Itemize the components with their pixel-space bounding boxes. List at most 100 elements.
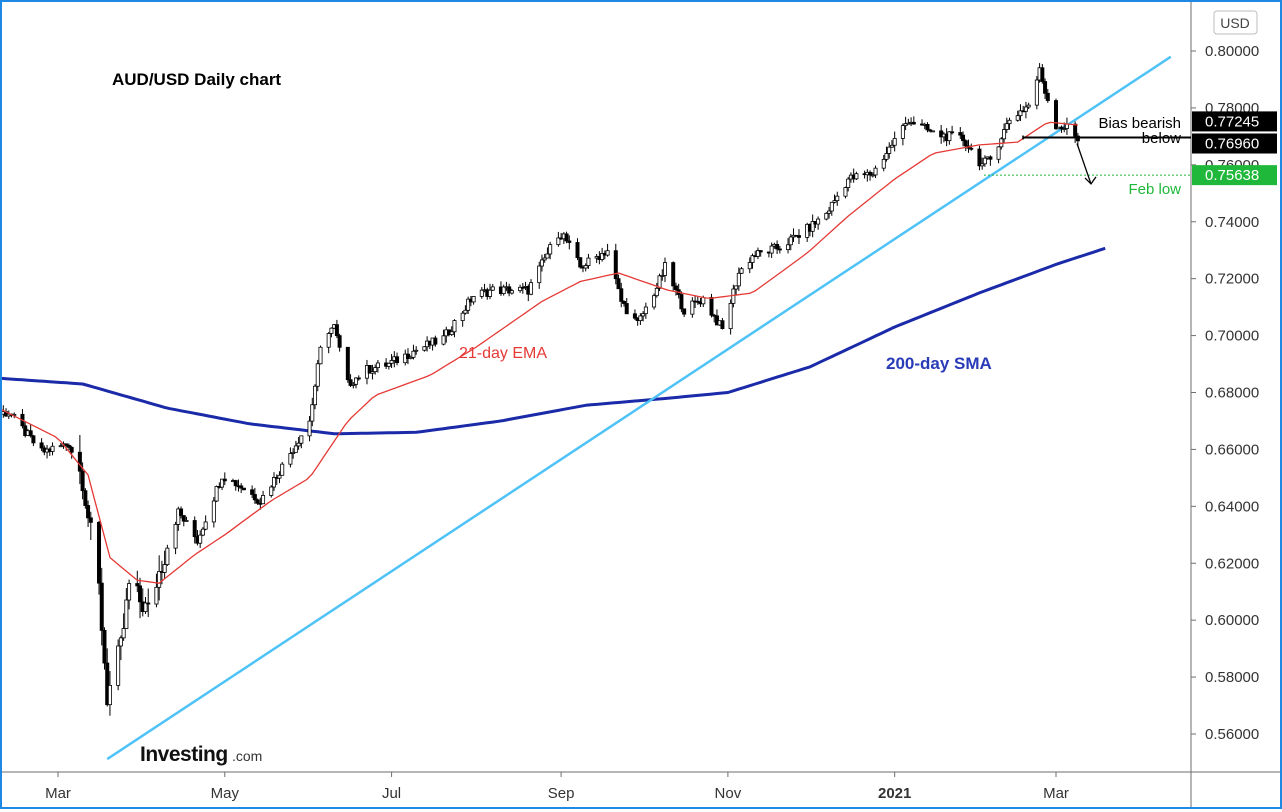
candle [28,424,33,438]
candle-body [980,163,985,167]
price-level-box [1192,165,1277,186]
candle-body [66,444,71,448]
candle [252,487,257,504]
candle-body [542,257,547,261]
candle-body [261,495,266,505]
price-level-text: 0.75638 [1205,167,1259,184]
candle-body [673,285,678,291]
candle [980,157,985,170]
candle [315,359,320,392]
candle [162,550,167,579]
candle-body [695,300,700,303]
candle [1054,98,1059,130]
candle-body [299,435,304,444]
candle-body [643,306,648,315]
candle [222,472,227,486]
candle [214,485,219,503]
candle [786,238,791,254]
candle-body [105,662,110,706]
candle-body [958,132,963,136]
candle [777,245,782,254]
candle [870,172,875,178]
candle [77,434,82,485]
candle-body [222,478,227,482]
x-tick-label: Mar [1043,785,1069,802]
candle [632,309,637,321]
candle [192,516,197,544]
x-tick-label: Nov [715,785,742,802]
candle-body [621,300,626,304]
candle-body [293,445,298,453]
candle-body [460,312,465,322]
candle-body [1040,67,1045,82]
feb-low-label: Feb low [1128,181,1181,198]
candle-body [441,335,446,345]
candle-body [326,333,331,348]
candle-body [375,362,380,369]
candle [900,123,905,146]
candle-body [138,585,143,603]
candle-body [796,235,801,238]
candle [203,515,208,531]
candle-body [313,385,318,406]
candle-body [348,379,353,386]
candle-body [925,123,930,131]
candle [1002,123,1007,144]
candle-body [690,300,695,315]
sma-label: 200-day SMA [886,354,992,373]
candle [654,282,659,298]
candle [911,116,916,125]
x-tick-label: Sep [548,785,575,802]
candle [351,382,356,389]
candle [734,285,739,296]
candle [220,478,225,490]
candle [600,247,605,262]
candle-body [373,367,378,373]
candle-body [310,404,315,422]
candle [624,298,629,315]
candle [184,516,189,522]
candle [88,511,93,541]
candle-body [334,324,339,337]
candle [138,577,143,619]
candle-body [641,313,646,317]
candle [889,140,894,148]
candle-body [835,195,840,202]
candle-body [154,586,159,605]
candle [291,448,296,459]
candle [643,302,648,319]
candle [616,274,621,290]
x-tick-label: Mar [45,785,71,802]
candle [441,329,446,346]
candle [102,627,107,670]
candle-body [433,337,438,345]
candle-body [911,121,916,125]
candle [529,279,534,296]
candle-body [198,534,203,544]
candle [334,319,339,339]
candle-body [950,131,955,134]
y-tick-label: 0.58000 [1205,669,1259,686]
candle-body [529,282,534,295]
candle [86,500,91,528]
candle-body [600,253,605,260]
candle [466,296,471,315]
candle-body [969,147,974,150]
candle-body [318,346,323,365]
candle-body [296,442,301,447]
candle-body [414,349,419,352]
candle-body [1045,92,1050,101]
candle [414,346,419,355]
candle-body [83,490,88,506]
candle-body [1018,110,1023,117]
candle [337,333,342,352]
price-level-text: 0.77245 [1205,113,1259,130]
candle [389,354,394,369]
candle [909,117,914,127]
candle [613,243,618,285]
candle-body [143,602,148,612]
candle [996,146,1001,164]
candle-body [947,131,952,142]
candle [520,283,525,294]
